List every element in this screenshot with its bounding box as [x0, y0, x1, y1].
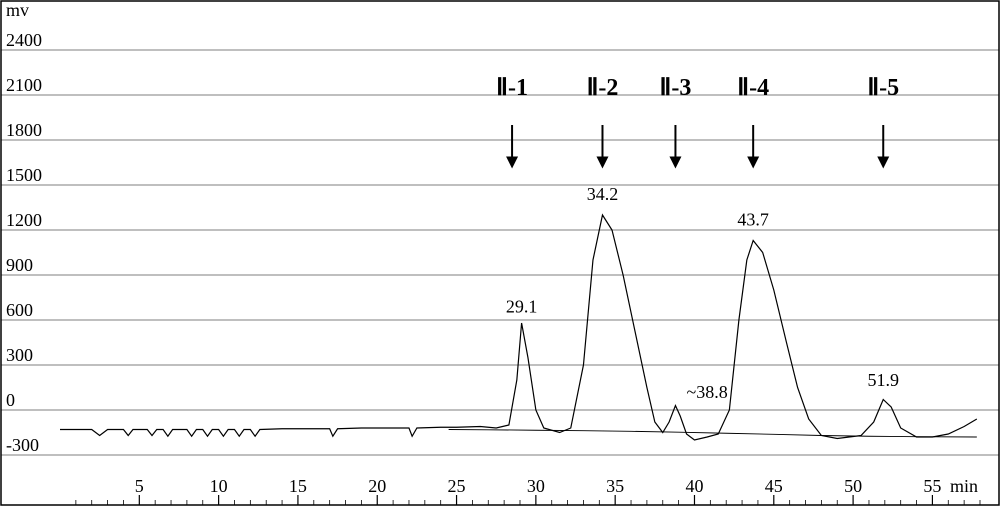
x-tick-label: 55 [923, 476, 941, 496]
annotation: Ⅱ-1 [496, 75, 528, 163]
x-tick-label: 25 [448, 476, 466, 496]
peak-label: 43.7 [737, 210, 769, 230]
y-tick-label: 900 [6, 255, 33, 275]
x-tick-label: 15 [289, 476, 307, 496]
x-tick-label: 50 [844, 476, 862, 496]
x-axis-label: min [950, 476, 978, 496]
y-tick-label: 1800 [6, 120, 42, 140]
peak-label: ~38.8 [687, 382, 728, 402]
annotation-label: Ⅱ-3 [660, 75, 692, 101]
y-axis-label: mv [6, 0, 29, 20]
y-tick-label: -300 [6, 435, 39, 455]
x-tick-label: 45 [765, 476, 783, 496]
x-tick-label: 5 [135, 476, 144, 496]
annotation: Ⅱ-3 [660, 75, 692, 163]
annotation-label: Ⅱ-2 [587, 75, 619, 101]
chromatogram-svg: -300 0 300 600 900 1200 1500 1800 2100 2400 mv 5 10 1… [0, 0, 1000, 506]
y-tick-label: 600 [6, 300, 33, 320]
x-tick-label: 20 [368, 476, 386, 496]
chromatogram-trace [60, 215, 977, 440]
annotation: Ⅱ-4 [737, 75, 769, 163]
y-tick-label: 1200 [6, 210, 42, 230]
y-tick-label: 2100 [6, 75, 42, 95]
annotation-label: Ⅱ-4 [737, 75, 769, 101]
peak-label: 29.1 [506, 297, 538, 317]
peak-label: 34.2 [587, 184, 619, 204]
annotation-label: Ⅱ-5 [867, 75, 899, 101]
chromatogram-figure: { "chart": { "type": "line", "width": 10… [0, 0, 1000, 506]
x-tick-label: 30 [527, 476, 545, 496]
annotation-label: Ⅱ-1 [496, 75, 528, 101]
y-tick-label: 1500 [6, 165, 42, 185]
y-tick-label: 0 [6, 390, 15, 410]
peak-label: 51.9 [867, 370, 899, 390]
y-tick-label: 300 [6, 345, 33, 365]
x-tick-label: 40 [685, 476, 703, 496]
y-tick-label: 2400 [6, 30, 42, 50]
x-tick-label: 10 [210, 476, 228, 496]
annotation: Ⅱ-5 [867, 75, 899, 163]
annotation: Ⅱ-2 [587, 75, 619, 163]
x-tick-label: 35 [606, 476, 624, 496]
